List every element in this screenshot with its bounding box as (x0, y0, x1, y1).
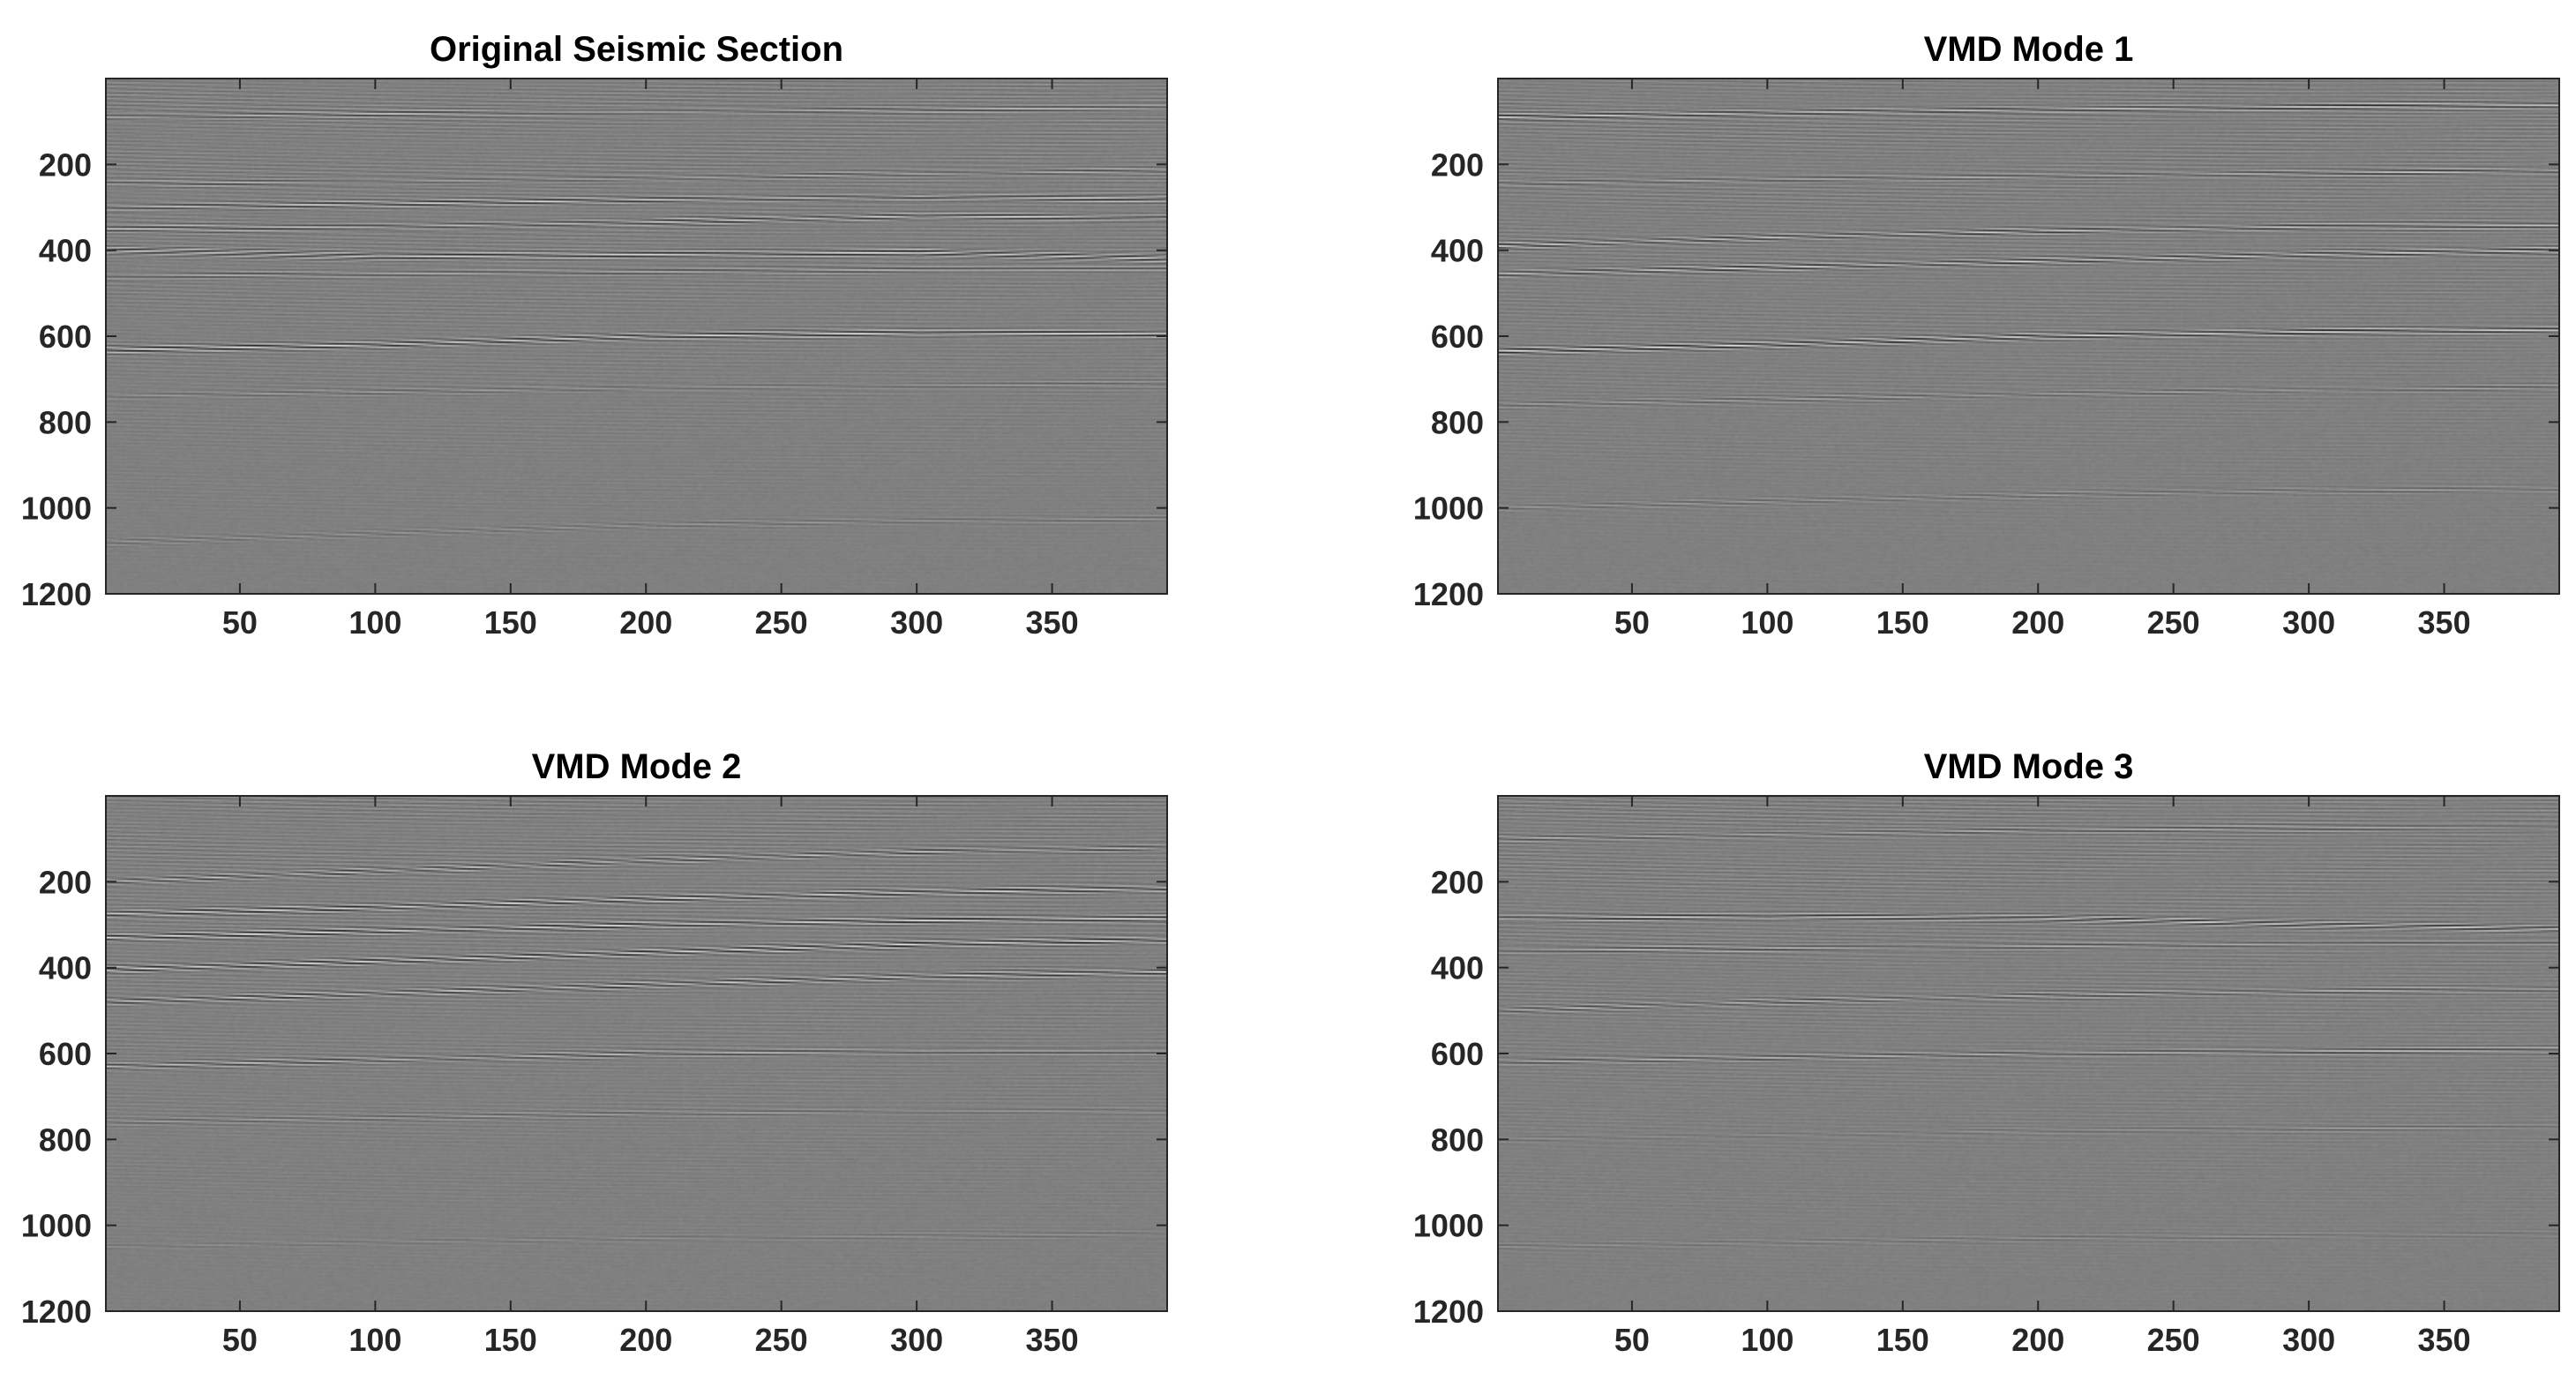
x-tick-label: 250 (755, 604, 808, 641)
y-tick-label: 800 (1431, 404, 1484, 440)
y-tick-label: 600 (1431, 1036, 1484, 1072)
y-tick-label: 600 (39, 1036, 92, 1072)
y-tick-label: 600 (1431, 319, 1484, 355)
panel-vmd-mode-2: VMD Mode 2 50 100 150 200 250 300 350 200 400 600… (21, 747, 1168, 1358)
y-tick-label: 400 (39, 233, 92, 269)
x-tick-label: 350 (1026, 604, 1079, 641)
y-tick-label: 200 (39, 864, 92, 900)
x-tick-label: 50 (222, 604, 258, 641)
x-tick-label: 350 (1026, 1322, 1079, 1358)
y-tick-label: 200 (39, 146, 92, 183)
x-tick-label: 350 (2418, 604, 2471, 641)
x-tick-label: 200 (619, 1322, 672, 1358)
y-tick-label: 200 (1431, 146, 1484, 183)
y-tick-label: 1000 (1413, 491, 1484, 527)
x-tick-label: 250 (2147, 604, 2200, 641)
y-tick-label: 400 (39, 950, 92, 986)
x-tick-label: 300 (890, 1322, 943, 1358)
panel-title: VMD Mode 2 (532, 747, 742, 786)
x-tick-label: 100 (1741, 604, 1793, 641)
x-tick-label: 300 (890, 604, 943, 641)
y-tick-label: 1200 (21, 576, 92, 612)
x-tick-label: 100 (348, 604, 401, 641)
x-tick-label: 50 (1614, 1322, 1650, 1358)
x-tick-label: 100 (1741, 1322, 1793, 1358)
x-tick-label: 50 (222, 1322, 258, 1358)
y-tick-label: 800 (39, 404, 92, 440)
panel-vmd-mode-1: VMD Mode 1 50 100 150 200 250 300 350 200 400 600… (1413, 30, 2560, 641)
panel-original-seismic-section: Original Seismic Section 50 100 150 200 250 3… (21, 30, 1168, 641)
panel-title: VMD Mode 1 (1924, 30, 2134, 69)
seismic-image (1498, 796, 2559, 1311)
x-tick-label: 50 (1614, 604, 1650, 641)
x-tick-label: 250 (2147, 1322, 2200, 1358)
y-tick-label: 1200 (1413, 576, 1484, 612)
seismic-image (106, 79, 1167, 594)
y-tick-label: 800 (1431, 1121, 1484, 1158)
y-tick-label: 1200 (1413, 1294, 1484, 1330)
x-tick-label: 350 (2418, 1322, 2471, 1358)
y-tick-label: 1000 (1413, 1208, 1484, 1244)
x-tick-label: 150 (484, 604, 537, 641)
x-tick-label: 200 (619, 604, 672, 641)
x-tick-label: 250 (755, 1322, 808, 1358)
y-tick-label: 600 (39, 319, 92, 355)
x-tick-label: 200 (2011, 1322, 2064, 1358)
panel-title: Original Seismic Section (430, 30, 843, 69)
x-tick-label: 300 (2282, 604, 2335, 641)
panel-vmd-mode-3: VMD Mode 3 50 100 150 200 250 300 350 200 400 600… (1413, 747, 2560, 1358)
y-tick-label: 200 (1431, 864, 1484, 900)
y-tick-label: 400 (1431, 233, 1484, 269)
x-tick-label: 150 (484, 1322, 537, 1358)
x-tick-label: 300 (2282, 1322, 2335, 1358)
panel-title: VMD Mode 3 (1924, 747, 2134, 786)
x-tick-label: 150 (1876, 604, 1929, 641)
x-tick-label: 200 (2011, 604, 2064, 641)
y-tick-label: 1000 (21, 491, 92, 527)
seismic-image (106, 796, 1167, 1311)
x-tick-label: 150 (1876, 1322, 1929, 1358)
y-tick-label: 400 (1431, 950, 1484, 986)
x-tick-label: 100 (348, 1322, 401, 1358)
y-tick-label: 1200 (21, 1294, 92, 1330)
seismic-image (1498, 79, 2559, 594)
y-tick-label: 800 (39, 1121, 92, 1158)
y-tick-label: 1000 (21, 1208, 92, 1244)
